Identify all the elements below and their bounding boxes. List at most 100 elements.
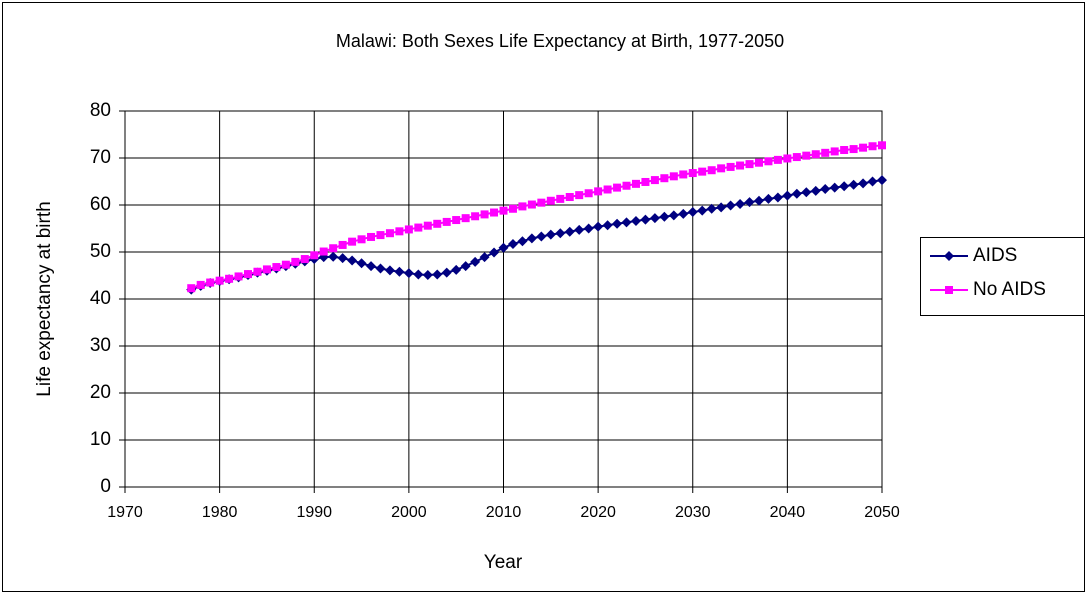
y-tick-label: 50 [90,241,111,262]
marker [716,202,727,213]
marker [367,232,376,241]
marker [944,251,954,261]
y-tick-label: 40 [90,288,111,309]
marker [310,251,319,260]
marker [356,258,367,269]
marker [688,169,697,178]
marker [319,247,328,256]
marker [423,221,432,230]
marker [546,196,555,205]
marker [659,211,670,222]
marker [613,183,622,192]
marker [526,233,537,244]
marker [678,208,689,219]
marker [583,223,594,234]
marker [782,190,793,201]
marker [348,237,357,246]
marker [697,205,708,216]
marker [763,193,774,204]
marker [489,247,500,258]
y-tick-label: 20 [90,382,111,403]
marker [602,220,613,231]
marker [830,147,839,156]
marker [792,153,801,162]
marker [725,200,736,211]
marker [593,221,604,232]
marker [649,213,660,224]
marker [366,261,377,272]
x-tick-label: 2020 [580,504,616,521]
marker [460,261,471,272]
marker [262,265,271,274]
marker [612,218,623,229]
y-axis-label: Life expectancy at birth [34,201,55,396]
marker [650,176,659,185]
marker [810,185,821,196]
marker [849,145,858,154]
legend-label: AIDS [973,245,1017,266]
marker [253,267,262,276]
marker [517,236,528,247]
marker [357,235,366,244]
marker [451,264,462,275]
marker [706,203,717,214]
y-tick-label: 70 [90,147,111,168]
marker [385,229,394,238]
marker [575,191,584,200]
marker [877,175,887,186]
plot-frame [124,110,883,488]
marker [594,187,603,196]
marker [471,212,480,221]
x-tick-label: 2030 [675,504,711,521]
marker [480,210,489,219]
marker [791,188,802,199]
marker [328,251,339,262]
marker [499,206,508,215]
marker [858,178,869,189]
marker [801,187,812,198]
marker [565,193,574,202]
marker [479,252,490,263]
x-tick-label: 2040 [770,504,806,521]
marker [461,214,470,223]
marker [498,242,509,253]
marker [347,255,358,266]
marker [555,228,566,239]
marker [660,174,669,183]
marker [840,146,849,155]
marker [603,185,612,194]
marker [829,182,840,193]
marker [384,265,395,276]
marker [395,227,404,236]
marker [754,158,763,167]
marker [783,154,792,163]
marker [726,162,735,171]
marker [234,272,243,281]
marker [215,276,224,285]
marker [206,278,215,287]
marker [187,284,196,293]
marker [631,179,640,188]
marker [753,195,764,206]
marker [442,217,451,226]
marker [272,263,281,272]
marker [736,161,745,170]
marker [537,198,546,207]
marker [744,197,755,208]
y-tick-label: 0 [100,476,111,497]
marker [507,239,518,250]
marker [707,166,716,175]
y-tick-label: 60 [90,194,111,215]
marker [868,142,877,151]
marker [441,267,452,278]
marker [745,160,754,169]
marker [338,240,347,249]
marker [640,214,651,225]
marker [403,268,414,279]
marker [413,269,424,280]
marker [698,167,707,176]
y-tick-label: 30 [90,335,111,356]
marker [508,204,517,213]
marker [574,224,585,235]
